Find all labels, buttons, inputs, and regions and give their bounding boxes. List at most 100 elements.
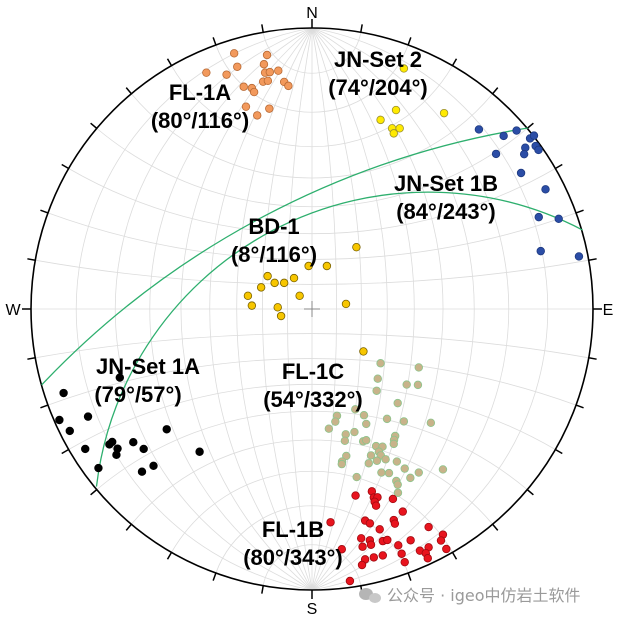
fl-1b-pole-point (326, 518, 335, 527)
grid-meridian (311, 27, 415, 591)
fl-1b-points (326, 487, 451, 586)
fl-1a-pole-point (284, 81, 293, 91)
bd-1-pole-point (359, 347, 368, 356)
grid-small-circle (35, 333, 589, 359)
east-label: E (603, 302, 614, 319)
fl-1c-pole-point (342, 451, 351, 461)
jn-set-2-attitude: (74°/204°) (328, 75, 428, 100)
grid-meridian (149, 27, 313, 591)
fl-1b-pole-point (424, 522, 433, 532)
jn-set-1b-pole-point (536, 246, 545, 256)
grid-meridian (287, 27, 313, 591)
degree-tick (90, 489, 98, 496)
jn-set-1a-pole-point (65, 426, 74, 436)
grid-meridian (311, 27, 337, 591)
stereonet-grid (31, 27, 593, 591)
fl-1b-pole-point (345, 576, 355, 586)
fl-1c-pole-point (372, 386, 381, 395)
degree-tick (61, 448, 70, 455)
fl-1a-pole-point (202, 68, 211, 77)
jn-set-1a-pole-point (83, 412, 93, 421)
fl-1c-pole-point (324, 424, 334, 433)
fl-1b-label: FL-1B (262, 517, 324, 542)
fl-1c-pole-point (352, 472, 361, 482)
grid-meridian (75, 27, 313, 591)
degree-tick (40, 404, 49, 409)
fl-1c-pole-point (393, 488, 403, 497)
degree-tick (40, 209, 49, 214)
fl-1a-pole-point (262, 50, 272, 60)
grid-small-circle (262, 544, 362, 586)
jn-set-1a-pole-point (162, 425, 171, 434)
bd-1-pole-point (341, 299, 351, 309)
jn-set-1b-pole-point (534, 212, 543, 222)
degree-tick (588, 357, 597, 360)
fl-1b-pole-point (383, 535, 392, 545)
fl-1c-pole-point (400, 464, 409, 473)
jn-set-1b-pole-point (529, 131, 539, 140)
fl-1a-pole-point (241, 102, 251, 111)
fl-1c-attitude: (54°/332°) (263, 387, 363, 412)
fl-1c-pole-point (414, 363, 423, 372)
degree-tick (492, 523, 499, 531)
grid-small-circle (262, 32, 362, 74)
degree-tick (407, 37, 412, 46)
degree-tick (166, 551, 173, 560)
jn-set-2-pole-point (376, 115, 385, 125)
bd-1-pole-point (304, 261, 313, 271)
degree-tick (451, 551, 458, 560)
fl-1b-pole-point (406, 536, 415, 545)
jn-set-2-pole-point (439, 108, 449, 118)
great-circles (41, 127, 583, 487)
fl-1b-pole-point (390, 519, 400, 528)
fl-1a-pole-point (249, 87, 259, 97)
jn-set-1b-pole-point (519, 149, 529, 159)
degree-tick (575, 209, 584, 214)
fl-1b-pole-point (394, 541, 403, 550)
fl-1c-pole-point (402, 380, 411, 389)
fl-1a-pole-point (265, 67, 275, 77)
fl-1c-pole-point (381, 455, 390, 464)
fl-1b-pole-point (351, 491, 360, 500)
fl-1c-pole-point (362, 436, 371, 445)
center-cross (304, 301, 320, 317)
fl-1c-label: FL-1C (282, 359, 344, 384)
degree-tick (125, 87, 132, 95)
fl-1c-pole-point (389, 439, 398, 449)
jn-set-1a-pole-point (81, 444, 90, 454)
fl-1a-pole-point (263, 76, 273, 86)
fl-1a-pole-point (253, 111, 262, 120)
fl-1c-pole-point (366, 451, 376, 460)
fl-1c-points (324, 359, 448, 497)
fl-1b-pole-point (388, 494, 398, 504)
fl-1c-pole-point (393, 480, 402, 489)
fl-1a-pole-point (222, 70, 231, 79)
fl-1a-points (202, 49, 293, 120)
fl-1a-pole-point (274, 66, 283, 75)
grid-small-circle (47, 358, 577, 406)
jn-set-1a-pole-point (115, 373, 124, 382)
bd-1-points (243, 242, 368, 356)
great-circle-1 (41, 127, 528, 386)
fl-1b-pole-point (423, 554, 432, 563)
grid-small-circle (96, 410, 528, 490)
fl-1a-pole-point (239, 82, 248, 91)
grid-small-circle (47, 212, 577, 260)
grid-meridian (236, 27, 313, 591)
grid-meridian (180, 27, 313, 591)
grid-meridian (262, 27, 313, 591)
fl-1c-pole-point (372, 456, 382, 465)
wechat-icon (359, 588, 381, 603)
bd-1-pole-point (276, 311, 286, 321)
degree-tick (526, 489, 534, 496)
bd-1-pole-point (243, 291, 253, 300)
fl-1b-pole-point (357, 560, 367, 570)
jn-set-1a-pole-point (55, 415, 64, 425)
great-circle-2 (95, 191, 583, 487)
fl-1b-pole-point (369, 553, 379, 562)
grid-small-circle (215, 44, 409, 113)
bd-1-attitude: (8°/116°) (231, 242, 317, 267)
grid-meridian (311, 27, 444, 591)
grid-small-circle (68, 168, 556, 235)
grid-meridian (209, 27, 313, 591)
